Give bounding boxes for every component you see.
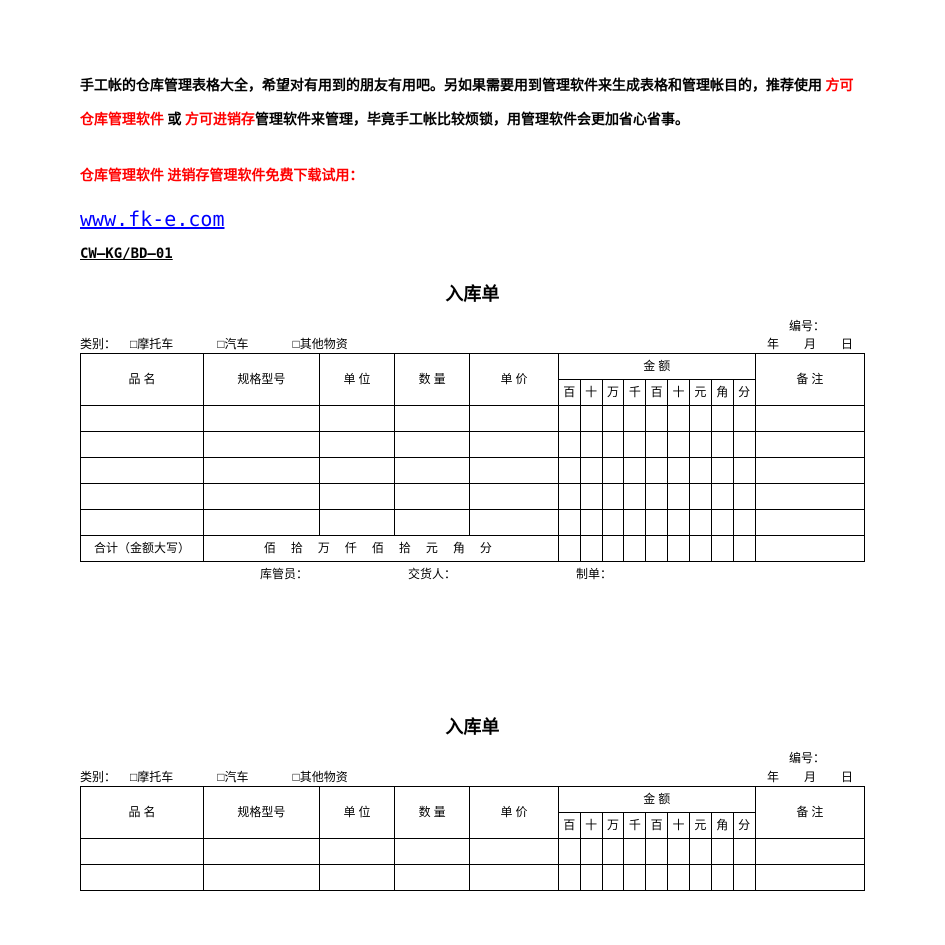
table-row: [81, 864, 865, 890]
amt-2b: 万: [602, 812, 624, 838]
category-row-2: 类别： □摩托车 □汽车 □其他物资 年 月 日: [80, 769, 865, 786]
category-opt-car-2: □汽车: [217, 769, 248, 786]
category-opt-other: □其他物资: [293, 336, 348, 353]
col-amount: 金 额: [558, 354, 755, 380]
col-name-2: 品 名: [81, 786, 204, 838]
intro-text: 手工帐的仓库管理表格大全，希望对有用到的朋友有用吧。另如果需要用到管理软件来生成…: [80, 70, 865, 137]
intro-red2: 方可进销存: [185, 113, 255, 128]
month-label: 月: [804, 337, 820, 351]
col-unit-2: 单 位: [319, 786, 394, 838]
amt-1b: 十: [580, 812, 602, 838]
download-link[interactable]: www.fk-e.com: [80, 205, 225, 233]
day-label-2: 日: [841, 770, 857, 784]
footer-row: 库管员： 交货人： 制单：: [80, 566, 865, 583]
amt-qian: 千: [624, 380, 646, 406]
header-row-1b: 品 名 规格型号 单 位 数 量 单 价 金 额 备 注: [81, 786, 865, 812]
number-label: 编号：: [789, 318, 865, 335]
month-label-2: 月: [804, 770, 820, 784]
number-label-2: 编号：: [789, 750, 865, 767]
total-parts: 佰 拾 万 仟 佰 拾 元 角 分: [203, 536, 558, 562]
intro-seg3: 管理软件来管理，毕竟手工帐比较烦锁，用管理软件会更加省心省事。: [255, 113, 689, 128]
amt-yuan: 元: [689, 380, 711, 406]
table-row: [81, 458, 865, 484]
document-code: CW–KG/BD—01: [80, 245, 865, 265]
amt-8b: 分: [733, 812, 755, 838]
col-price-2: 单 价: [470, 786, 559, 838]
year-label: 年: [767, 337, 783, 351]
amt-shi: 十: [580, 380, 602, 406]
col-remark-2: 备 注: [755, 786, 864, 838]
category-opt-moto-2: □摩托车: [130, 769, 173, 786]
intro-seg2: 或: [164, 113, 185, 128]
col-qty: 数 量: [395, 354, 470, 406]
date-fields: 年 月 日: [767, 336, 865, 353]
day-label: 日: [841, 337, 857, 351]
table-row: [81, 838, 865, 864]
year-label-2: 年: [767, 770, 783, 784]
col-spec: 规格型号: [203, 354, 319, 406]
table-row: [81, 432, 865, 458]
amt-5b: 十: [668, 812, 690, 838]
col-remark: 备 注: [755, 354, 864, 406]
amt-4b: 百: [646, 812, 668, 838]
amt-fen: 分: [733, 380, 755, 406]
number-row-2: 编号：: [80, 750, 865, 767]
total-label: 合计（金额大写）: [81, 536, 204, 562]
form-title-2: 入库单: [80, 715, 865, 740]
amt-3b: 千: [624, 812, 646, 838]
header-row-1: 品 名 规格型号 单 位 数 量 单 价 金 额 备 注: [81, 354, 865, 380]
download-label: 仓库管理软件 进销存管理软件免费下载试用：: [80, 167, 865, 187]
spacer: [80, 583, 865, 703]
amt-7b: 角: [711, 812, 733, 838]
table-row: [81, 510, 865, 536]
category-opt-car: □汽车: [217, 336, 248, 353]
category-row: 类别： □摩托车 □汽车 □其他物资 年 月 日: [80, 336, 865, 353]
amt-wan: 万: [602, 380, 624, 406]
col-qty-2: 数 量: [395, 786, 470, 838]
form-title: 入库单: [80, 282, 865, 307]
date-fields-2: 年 月 日: [767, 769, 865, 786]
number-row: 编号：: [80, 318, 865, 335]
amt-6b: 元: [689, 812, 711, 838]
category-opt-moto: □摩托车: [130, 336, 173, 353]
amt-bai: 百: [558, 380, 580, 406]
amt-0b: 百: [558, 812, 580, 838]
amt-jiao: 角: [711, 380, 733, 406]
col-amount-2: 金 额: [558, 786, 755, 812]
footer-deliverer: 交货人：: [408, 566, 456, 583]
table-row: [81, 406, 865, 432]
footer-maker: 制单：: [576, 566, 612, 583]
footer-keeper: 库管员：: [260, 566, 308, 583]
category-label: 类别：: [80, 336, 116, 353]
col-unit: 单 位: [319, 354, 394, 406]
col-name: 品 名: [81, 354, 204, 406]
total-row: 合计（金额大写） 佰 拾 万 仟 佰 拾 元 角 分: [81, 536, 865, 562]
stockin-table: 品 名 规格型号 单 位 数 量 单 价 金 额 备 注 百 十 万 千 百 十…: [80, 353, 865, 562]
category-opt-other-2: □其他物资: [293, 769, 348, 786]
stockin-table-2: 品 名 规格型号 单 位 数 量 单 价 金 额 备 注 百 十 万 千 百 十…: [80, 786, 865, 891]
amt-bai2: 百: [646, 380, 668, 406]
col-spec-2: 规格型号: [203, 786, 319, 838]
amt-shi2: 十: [668, 380, 690, 406]
table-row: [81, 484, 865, 510]
intro-seg1: 手工帐的仓库管理表格大全，希望对有用到的朋友有用吧。另如果需要用到管理软件来生成…: [80, 79, 826, 94]
category-label-2: 类别：: [80, 769, 116, 786]
col-price: 单 价: [470, 354, 559, 406]
